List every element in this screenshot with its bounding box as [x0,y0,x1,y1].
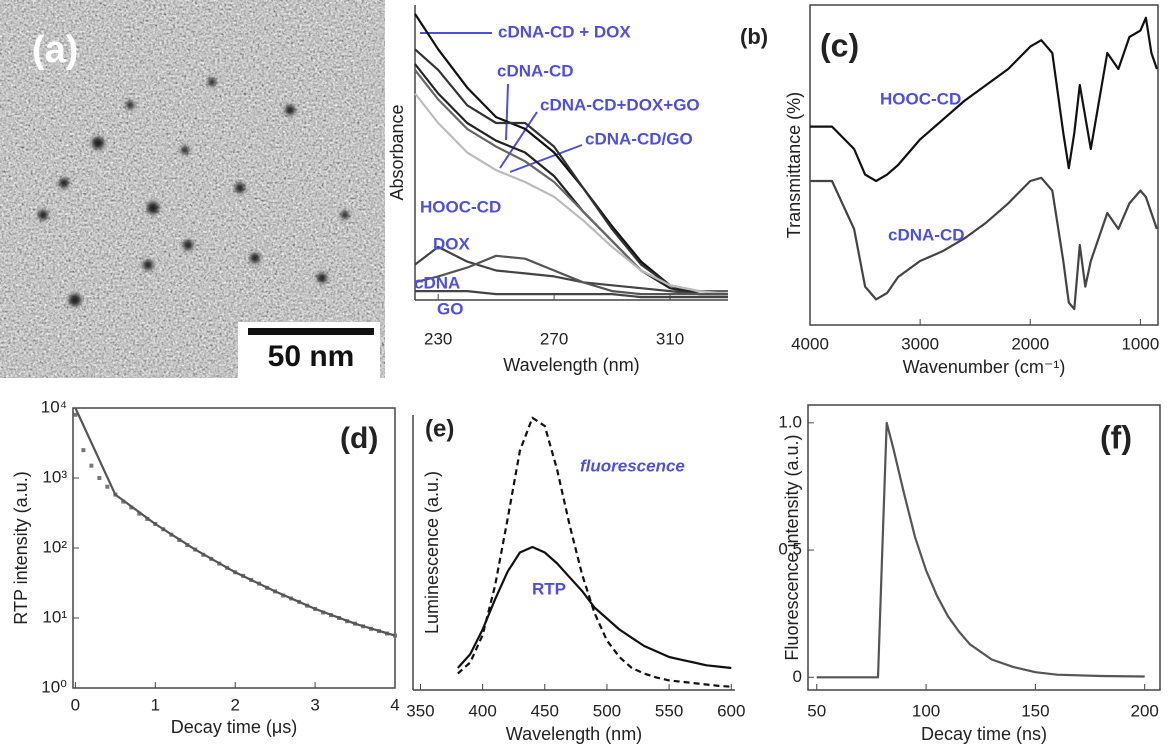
data-point [81,448,86,453]
series-label: HOOC-CD [880,89,961,108]
x-tick-label: 4000 [791,334,829,353]
series-label: GO [437,299,463,318]
y-axis-label: Luminescence (a.u.) [422,471,442,634]
y-axis-label: Fluorescence intensity (a.u.) [782,434,802,660]
x-axis-label: Decay time (ns) [921,724,1047,744]
x-tick-label: 4 [390,695,399,714]
panel-label: (d) [340,422,378,455]
x-tick-label: 1000 [1121,334,1159,353]
y-tick-label: 10³ [42,467,67,486]
leader-lines [420,32,583,173]
x-tick-label: 2000 [1011,334,1049,353]
series-line [414,245,728,296]
y-tick-label: 1.0 [778,412,802,431]
panel: 350 400 450 500 550 600 Wavelength (nm) Lumines… [406,415,745,744]
series-label: cDNA-CD+DOX+GO [540,95,700,114]
series-line [414,92,729,296]
series-line [810,16,1158,183]
series-line [810,176,1158,311]
y-axis-label: Absorbance [387,104,407,200]
x-tick-label: 500 [593,701,621,720]
series-label: DOX [433,234,471,253]
data-point [105,484,110,489]
series-line [457,416,732,688]
series-label: cDNA-CD [888,225,965,244]
y-tick-label: 10⁴ [41,397,67,416]
panel: 230 270 310 Wavelength (nm) Absorbance (b) cDN… [387,5,768,375]
series-label: cDNA-CD [497,61,574,80]
series-label: cDNA [414,273,460,292]
series-line [414,254,728,296]
x-axis-label: Wavelength (nm) [503,355,639,375]
y-axis-label: Transmittance (%) [784,92,804,238]
x-tick-label: 600 [717,701,745,720]
panel: 4000 3000 2000 1000 Wavenumber (cm⁻¹) Transmi… [784,4,1159,377]
x-tick-label: 550 [655,701,683,720]
x-tick-label: 3000 [901,334,939,353]
panel: 50 100 150 200 0 0.5 1.0 Decay time (ns) Fluores… [778,404,1161,744]
y-tick-label: 10² [42,537,67,556]
tem-texture [0,0,385,378]
x-tick-label: 230 [424,329,452,348]
series-line [414,48,728,296]
series-label: HOOC-CD [420,197,501,216]
x-tick-label: 150 [1021,701,1049,720]
x-tick-label: 200 [1131,701,1159,720]
plot-frame [809,4,1159,326]
x-tick-label: 350 [406,701,434,720]
plot-frame [807,404,1161,691]
x-tick-label: 270 [540,329,568,348]
series-line [415,290,728,299]
x-tick-label: 100 [912,701,940,720]
series-label: cDNA-CD/GO [585,129,693,148]
series-label: fluorescence [580,456,685,475]
panel-label: (c) [820,27,859,63]
panel-label: (b) [740,24,768,49]
panel-label: (f) [1100,419,1132,455]
y-tick-label: 10¹ [42,607,67,626]
x-tick-label: 2 [230,695,239,714]
x-tick-label: 3 [310,695,319,714]
x-tick-label: 400 [468,701,496,720]
x-tick-label: 50 [807,701,826,720]
x-tick-label: 1 [151,695,160,714]
series-line [414,63,728,296]
series-label: RTP [532,579,566,598]
x-axis-label: Wavenumber (cm⁻¹) [903,357,1066,377]
scale-bar-label: 50 nm [268,340,355,373]
panel-label: (e) [425,415,454,442]
series-line [74,407,396,637]
x-axis-label: Decay time (μs) [171,717,297,737]
x-tick-label: 0 [71,695,80,714]
data-point [73,412,78,417]
x-tick-label: 450 [531,701,559,720]
scale-bar [248,328,374,335]
panel-label: (a) [32,29,78,71]
series-line [816,421,1145,679]
nanoparticles [38,78,349,306]
tem-image: (a) 50 nm [0,0,385,378]
panel: 0 1 2 3 4 10⁰ 10¹ 10² 10³ 10⁴ Decay time (μs) RTP i… [11,397,400,736]
series-label: cDNA-CD + DOX [498,22,631,41]
data-point [89,463,94,468]
data-point [97,476,102,480]
series-line [456,545,732,670]
y-tick-label: 0.5 [778,540,802,559]
data-point [393,633,397,638]
y-tick-label: 0 [793,667,802,686]
x-axis-label: Wavelength (nm) [506,724,642,744]
x-tick-label: 310 [656,329,684,348]
y-axis-label: RTP intensity (a.u.) [11,471,31,624]
y-tick-label: 10⁰ [41,677,67,696]
